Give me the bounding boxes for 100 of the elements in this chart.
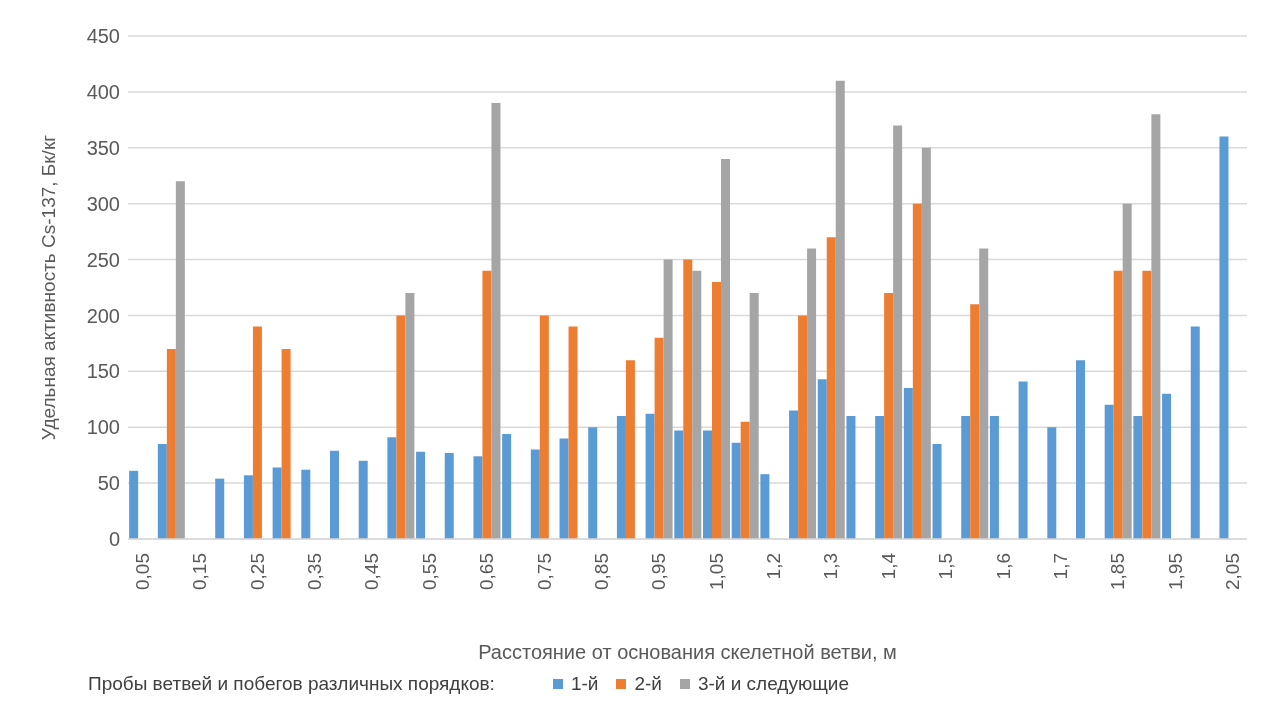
x-tick-label: 2,05 (1222, 553, 1244, 590)
y-tick-label: 200 (86, 304, 120, 327)
x-tick-label: 1,05 (705, 553, 727, 590)
bar (530, 449, 540, 539)
bar (175, 181, 185, 539)
x-tick-label: 0,05 (131, 553, 153, 590)
bar (1190, 326, 1200, 539)
x-tick-label: 0,65 (476, 553, 498, 590)
bar (243, 475, 253, 539)
y-tick-label: 50 (97, 472, 120, 495)
x-tick-label: 0,45 (361, 553, 383, 590)
bar (252, 326, 262, 539)
bar (835, 80, 845, 539)
bar (301, 469, 311, 539)
bar (979, 248, 989, 539)
bar (654, 337, 664, 539)
bar (683, 259, 693, 539)
bar (711, 281, 721, 539)
legend-label: 2-й (633, 673, 662, 695)
bar (215, 478, 225, 539)
bar (1047, 427, 1057, 539)
legend-title: Пробы ветвей и побегов различных порядков: (88, 673, 495, 695)
bar (1018, 381, 1028, 539)
x-tick-label: 0,35 (304, 553, 325, 590)
bar (674, 430, 684, 539)
bar (749, 293, 759, 539)
y-tick-label: 0 (108, 528, 120, 551)
y-tick-label: 300 (86, 192, 120, 215)
bar (1151, 114, 1161, 539)
bar (921, 147, 931, 539)
bar (875, 416, 885, 539)
bar (405, 293, 415, 539)
bar (396, 315, 406, 539)
bar (1219, 136, 1229, 539)
x-tick-label: 1,4 (877, 552, 899, 580)
x-tick-label: 1,5 (935, 553, 957, 580)
y-tick-label: 150 (86, 360, 120, 383)
x-tick-label: 0,55 (418, 553, 440, 590)
bar (731, 442, 741, 539)
x-tick-label: 1,85 (1107, 553, 1129, 590)
bar (798, 315, 808, 539)
bar (281, 348, 291, 539)
bar (625, 360, 635, 539)
bar (961, 416, 971, 539)
bar (903, 388, 913, 539)
x-tick-label: 1,7 (1050, 553, 1071, 580)
bar (1122, 203, 1132, 539)
bar (588, 427, 598, 539)
bar (692, 270, 702, 539)
bar (482, 270, 492, 539)
y-tick-label: 450 (86, 25, 120, 48)
bar (826, 237, 836, 539)
bar (789, 410, 799, 539)
x-tick-label: 1,3 (820, 553, 842, 580)
x-tick-label: 0,85 (590, 553, 612, 590)
y-tick-label: 350 (86, 136, 120, 159)
bar (846, 416, 856, 539)
x-tick-label: 0,15 (189, 553, 211, 590)
y-tick-label: 250 (86, 248, 120, 271)
y-tick-label: 400 (86, 80, 120, 103)
bar (1133, 416, 1143, 539)
bar (893, 125, 903, 539)
x-tick-label: 1,2 (763, 553, 785, 580)
bar (272, 467, 282, 539)
bar (129, 470, 139, 539)
bar (912, 203, 922, 539)
bar (1113, 270, 1123, 539)
bar (559, 438, 569, 539)
bar (387, 437, 397, 539)
bar (416, 451, 426, 539)
x-tick-label: 1,95 (1164, 553, 1186, 590)
bar (645, 413, 655, 539)
bar (720, 158, 730, 539)
bar (358, 460, 368, 539)
bar (884, 293, 894, 539)
legend-label: 3-й и следующие (696, 673, 850, 695)
bar (568, 326, 578, 539)
y-axis-title: Удельная активность Cs-137, Бк/кг (37, 134, 59, 441)
y-tick-label: 100 (86, 416, 120, 439)
bar (473, 456, 483, 539)
bar (616, 416, 626, 539)
bar (989, 416, 999, 539)
legend-label: 1-й (569, 673, 599, 695)
bar (1075, 360, 1085, 539)
bar (760, 474, 770, 539)
bar (740, 421, 750, 539)
bar (444, 452, 454, 539)
bar (1142, 270, 1152, 539)
bar (502, 433, 512, 539)
bar (817, 379, 827, 539)
bar (807, 248, 817, 539)
bar (539, 315, 549, 539)
x-axis-title: Расстояние от основания скелетной ветви, м (478, 641, 897, 663)
x-tick-label: 0,75 (533, 553, 555, 590)
x-tick-label: 0,95 (648, 553, 670, 590)
bar (491, 103, 501, 539)
bar (329, 450, 339, 539)
bar (1104, 404, 1114, 539)
bar (157, 443, 167, 539)
x-tick-label: 1,6 (992, 553, 1014, 580)
